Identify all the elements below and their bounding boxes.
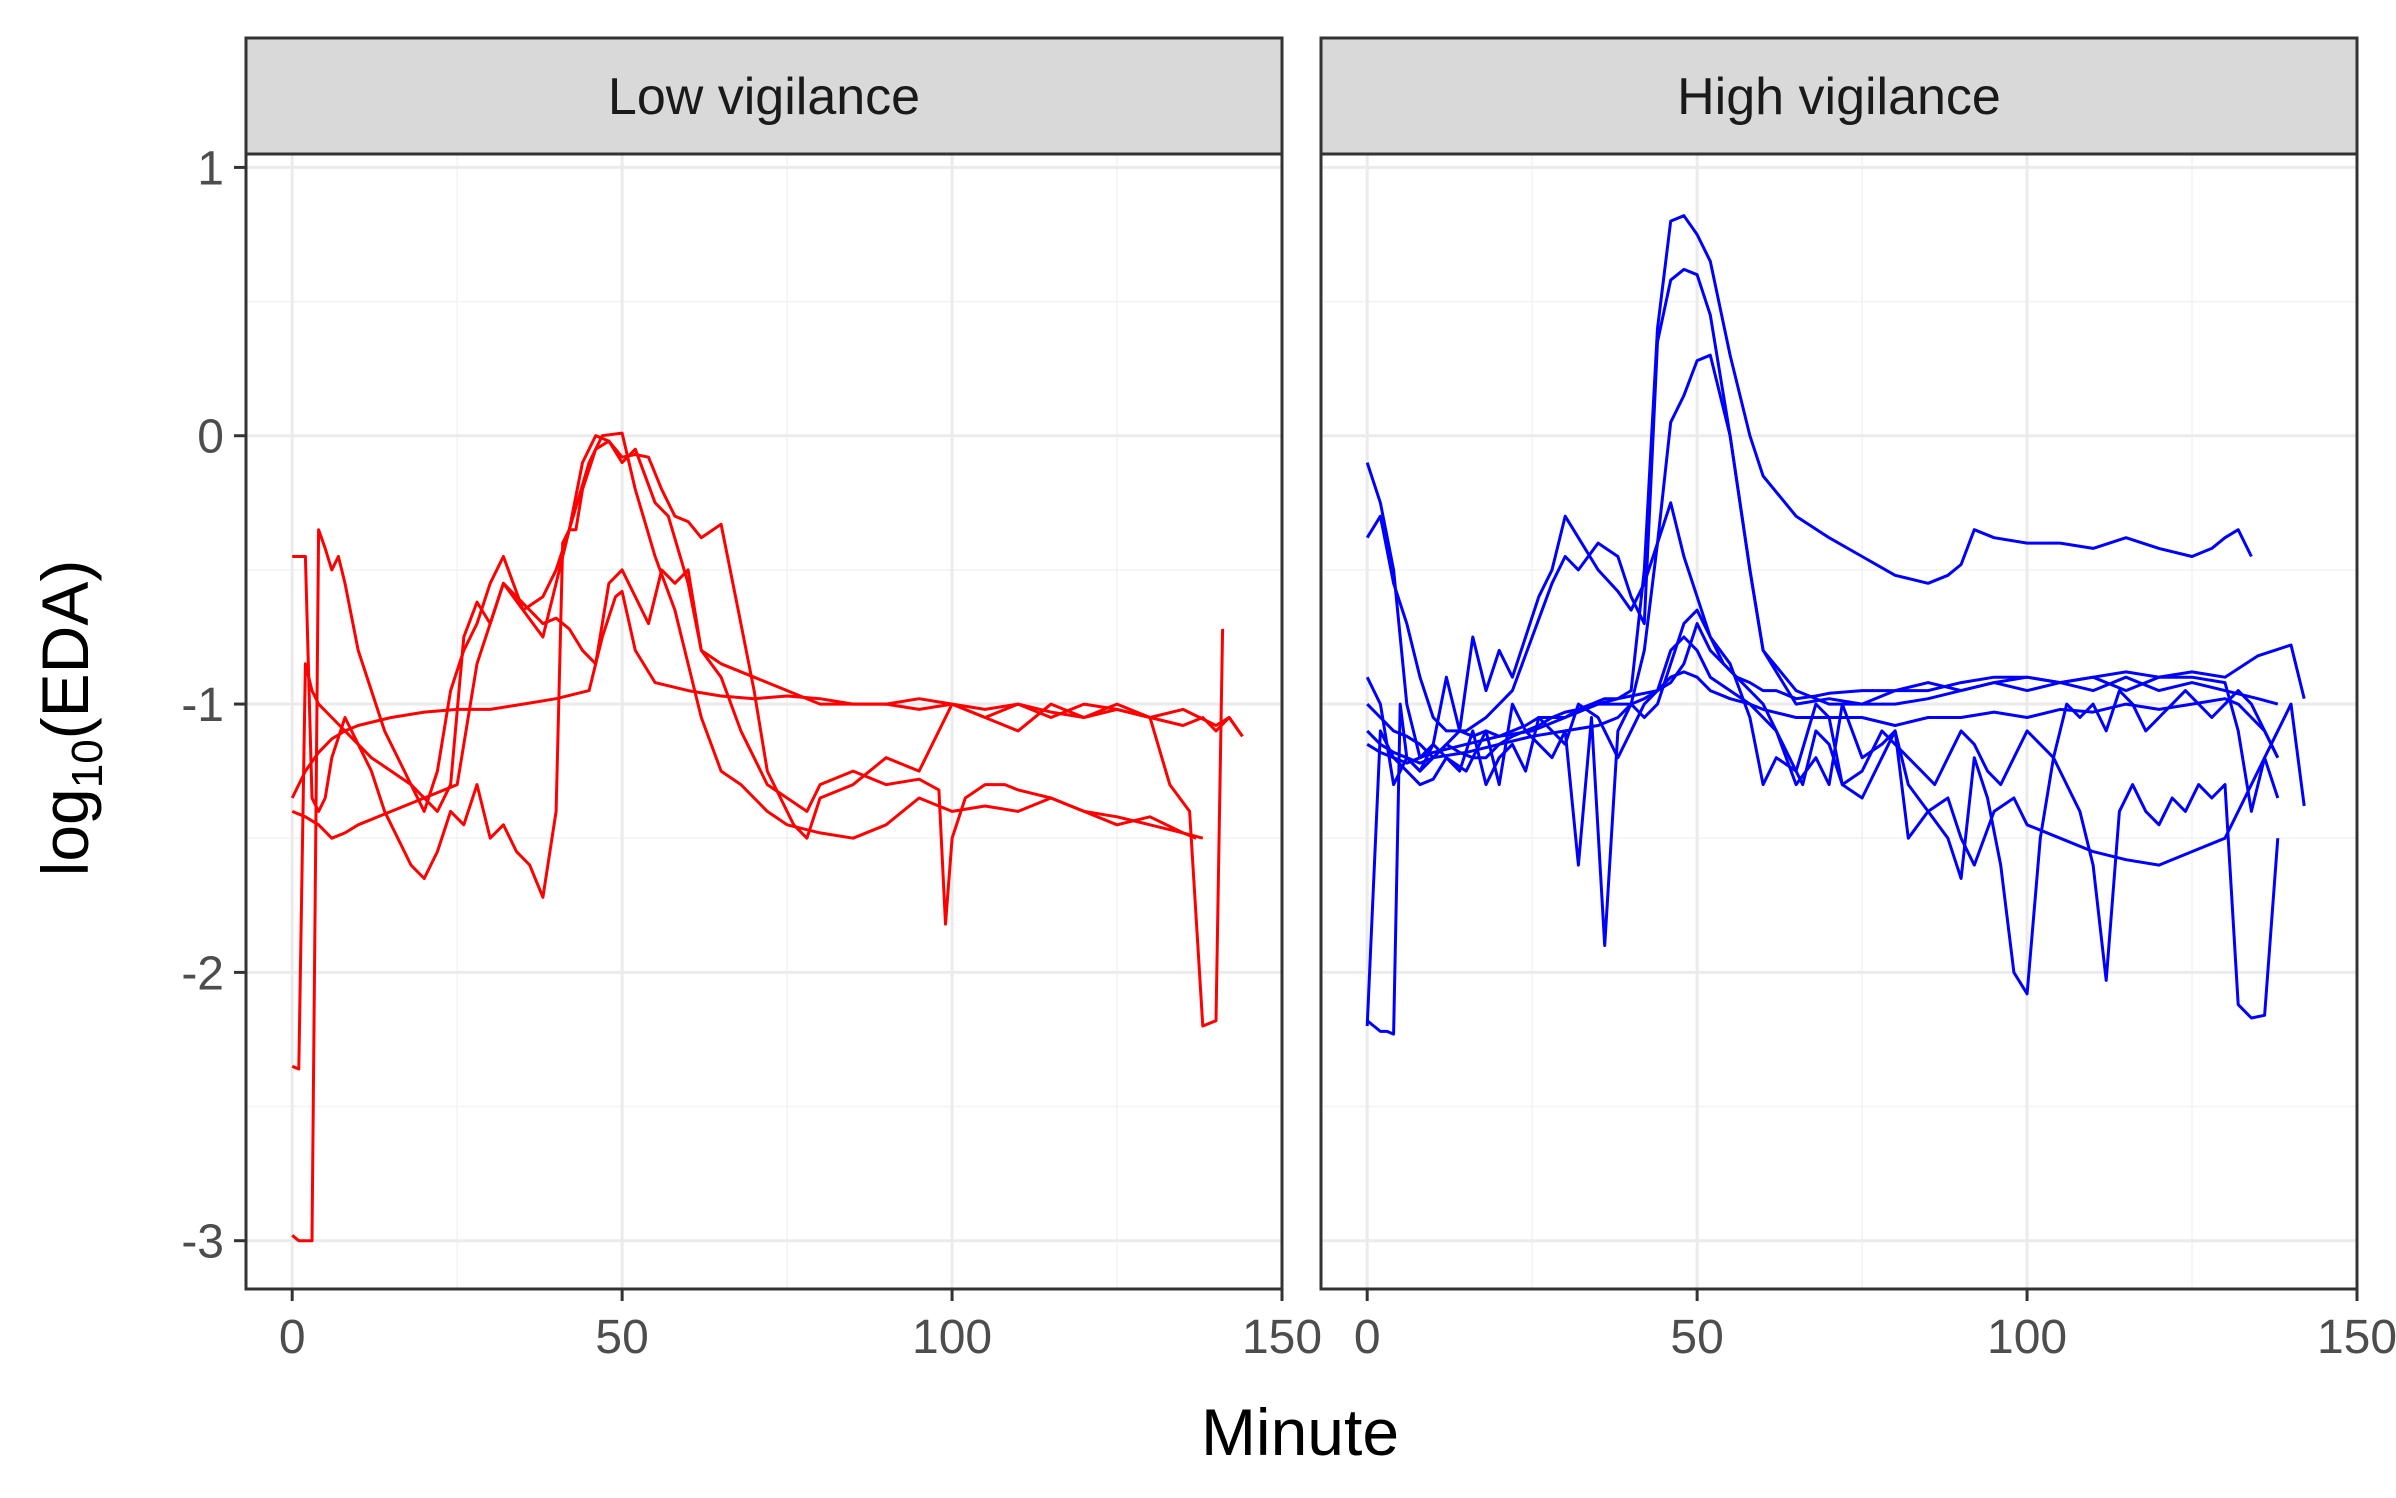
y-axis-ticks: 1 0 -1 -2 -3 <box>181 142 246 1269</box>
series-lines <box>290 431 1244 1243</box>
series-line-subject-5 <box>292 439 1244 899</box>
panel-high-vigilance: High vigilance 0 50 100 150 <box>1319 36 2396 1364</box>
x-axis-ticks: 0 50 100 150 <box>279 1289 1322 1364</box>
y-axis-title-subscript: 10 <box>63 739 112 788</box>
panel-background <box>246 154 1282 1289</box>
strip-background <box>244 36 1284 156</box>
series-line-subject-4 <box>291 431 1204 1243</box>
y-axis-title: log10(EDA) <box>28 560 112 877</box>
panel-low-vigilance: Low vigilance 0 50 100 150 <box>244 36 1322 1364</box>
y-tick-label: -2 <box>181 947 224 1000</box>
y-axis-title-base: log <box>28 788 102 876</box>
x-tick-label: 100 <box>912 1311 992 1364</box>
strip-label: High vigilance <box>1677 68 2001 126</box>
series-lines <box>1365 214 2306 1036</box>
x-axis-title: Minute <box>1201 1395 1399 1469</box>
x-axis-ticks: 0 50 100 150 <box>1354 1289 2396 1364</box>
x-tick-label: 150 <box>2317 1311 2396 1364</box>
series-line-subject-3 <box>291 568 1197 1071</box>
y-tick-label: 0 <box>197 411 224 464</box>
x-tick-label: 50 <box>595 1311 648 1364</box>
strip-label: Low vigilance <box>608 68 920 126</box>
x-tick-label: 150 <box>1242 1311 1322 1364</box>
x-tick-label: 0 <box>279 1311 306 1364</box>
y-tick-label: -1 <box>181 679 224 732</box>
y-axis-title-suffix: (EDA) <box>28 560 102 740</box>
series-line-subject-13 <box>1366 670 2280 765</box>
x-tick-label: 100 <box>1987 1311 2067 1364</box>
x-tick-label: 50 <box>1670 1311 1723 1364</box>
y-tick-label: 1 <box>197 142 224 195</box>
strip-background <box>1319 36 2359 156</box>
x-tick-label: 0 <box>1354 1311 1381 1364</box>
y-tick-label: -3 <box>181 1216 224 1269</box>
